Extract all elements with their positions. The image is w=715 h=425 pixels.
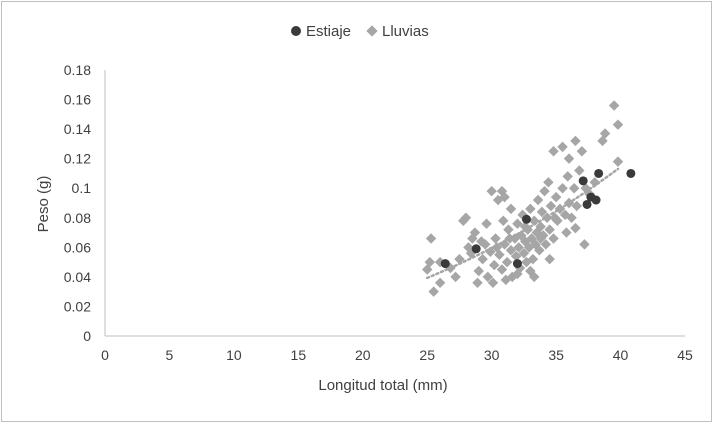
y-tick-label: 0.06 <box>64 239 91 255</box>
y-tick-label: 0.12 <box>64 151 91 167</box>
data-point-lluvias <box>454 253 465 265</box>
data-point-lluvias <box>487 277 499 289</box>
data-point-lluvias <box>499 239 510 250</box>
data-point-estiaje <box>512 259 522 269</box>
y-tick-label: 0.1 <box>72 180 92 196</box>
data-point-lluvias <box>548 233 559 244</box>
legend-marker-lluvias <box>366 25 378 37</box>
data-point-lluvias <box>450 271 461 283</box>
data-point-lluvias <box>557 182 568 194</box>
data-point-lluvias <box>568 182 580 194</box>
trendline-lluvias <box>425 167 620 280</box>
y-tick-label: 0.14 <box>64 121 91 137</box>
data-point-lluvias <box>579 239 590 250</box>
data-point-lluvias <box>505 245 517 256</box>
y-tick-label: 0 <box>83 328 91 344</box>
data-point-lluvias <box>544 224 555 235</box>
x-tick-label: 30 <box>484 347 500 363</box>
data-point-lluvias <box>545 200 557 212</box>
data-point-lluvias <box>608 100 620 111</box>
data-point-lluvias <box>489 259 500 271</box>
data-point-lluvias <box>490 233 501 244</box>
data-point-lluvias <box>503 224 514 235</box>
data-point-lluvias <box>557 141 568 153</box>
data-point-lluvias <box>425 233 437 244</box>
legend-label-estiaje: Estiaje <box>306 23 351 40</box>
data-point-lluvias <box>473 265 485 277</box>
x-tick-label: 0 <box>101 347 109 363</box>
data-point-lluvias <box>570 135 581 147</box>
data-point-lluvias <box>532 194 544 206</box>
data-point-estiaje <box>440 259 450 269</box>
data-point-lluvias <box>544 253 555 265</box>
x-tick-label: 15 <box>291 347 307 363</box>
data-point-lluvias <box>428 286 439 297</box>
data-point-lluvias <box>500 274 512 286</box>
data-point-lluvias <box>525 203 536 215</box>
data-point-estiaje <box>586 192 596 202</box>
y-tick-label: 0.08 <box>64 210 91 226</box>
legend-marker-estiaje <box>291 26 301 36</box>
legend-label-lluvias: Lluvias <box>382 23 429 40</box>
data-point-lluvias <box>469 227 481 238</box>
x-tick-label: 45 <box>677 347 693 363</box>
x-axis-label: Longitud total (mm) <box>318 377 447 394</box>
data-point-lluvias <box>499 191 510 203</box>
x-tick-label: 25 <box>419 347 435 363</box>
legend: Estiaje Lluvias <box>291 23 429 40</box>
x-tick-label: 10 <box>226 347 242 363</box>
data-point-lluvias <box>562 171 573 182</box>
data-point-lluvias <box>476 236 487 247</box>
data-point-estiaje <box>594 168 604 178</box>
data-point-estiaje <box>471 244 481 254</box>
data-point-lluvias <box>550 191 562 203</box>
y-tick-label: 0.16 <box>64 92 91 108</box>
data-point-lluvias <box>548 146 559 157</box>
data-point-lluvias <box>460 212 472 224</box>
data-point-lluvias <box>472 277 483 289</box>
y-axis-label: Peso (g) <box>35 176 52 233</box>
data-point-lluvias <box>496 264 508 275</box>
y-tick-label: 0.02 <box>64 298 91 314</box>
data-point-lluvias <box>486 185 497 197</box>
x-tick-label: 20 <box>355 347 371 363</box>
y-tick-label: 0.04 <box>64 269 91 285</box>
data-point-lluvias <box>501 256 513 268</box>
data-point-lluvias <box>570 222 581 234</box>
data-point-lluvias <box>424 256 436 268</box>
data-point-lluvias <box>563 153 575 164</box>
data-point-estiaje <box>582 199 592 209</box>
data-point-lluvias <box>481 218 492 229</box>
data-point-lluvias <box>434 277 446 289</box>
data-point-estiaje <box>521 214 531 224</box>
data-point-lluvias <box>477 253 488 265</box>
data-point-lluvias <box>574 165 585 176</box>
data-point-lluvias <box>539 185 550 197</box>
data-point-lluvias <box>505 203 517 215</box>
data-point-estiaje <box>626 168 636 178</box>
data-point-estiaje <box>578 176 588 186</box>
y-tick-label: 0.18 <box>64 62 91 78</box>
x-tick-label: 40 <box>613 347 629 363</box>
data-point-lluvias <box>612 156 624 167</box>
data-point-lluvias <box>612 119 624 130</box>
data-point-lluvias <box>498 215 509 226</box>
x-tick-label: 35 <box>548 347 564 363</box>
x-tick-label: 5 <box>166 347 174 363</box>
data-point-lluvias <box>561 227 572 238</box>
data-point-lluvias <box>543 177 554 188</box>
data-point-lluvias <box>576 146 588 157</box>
